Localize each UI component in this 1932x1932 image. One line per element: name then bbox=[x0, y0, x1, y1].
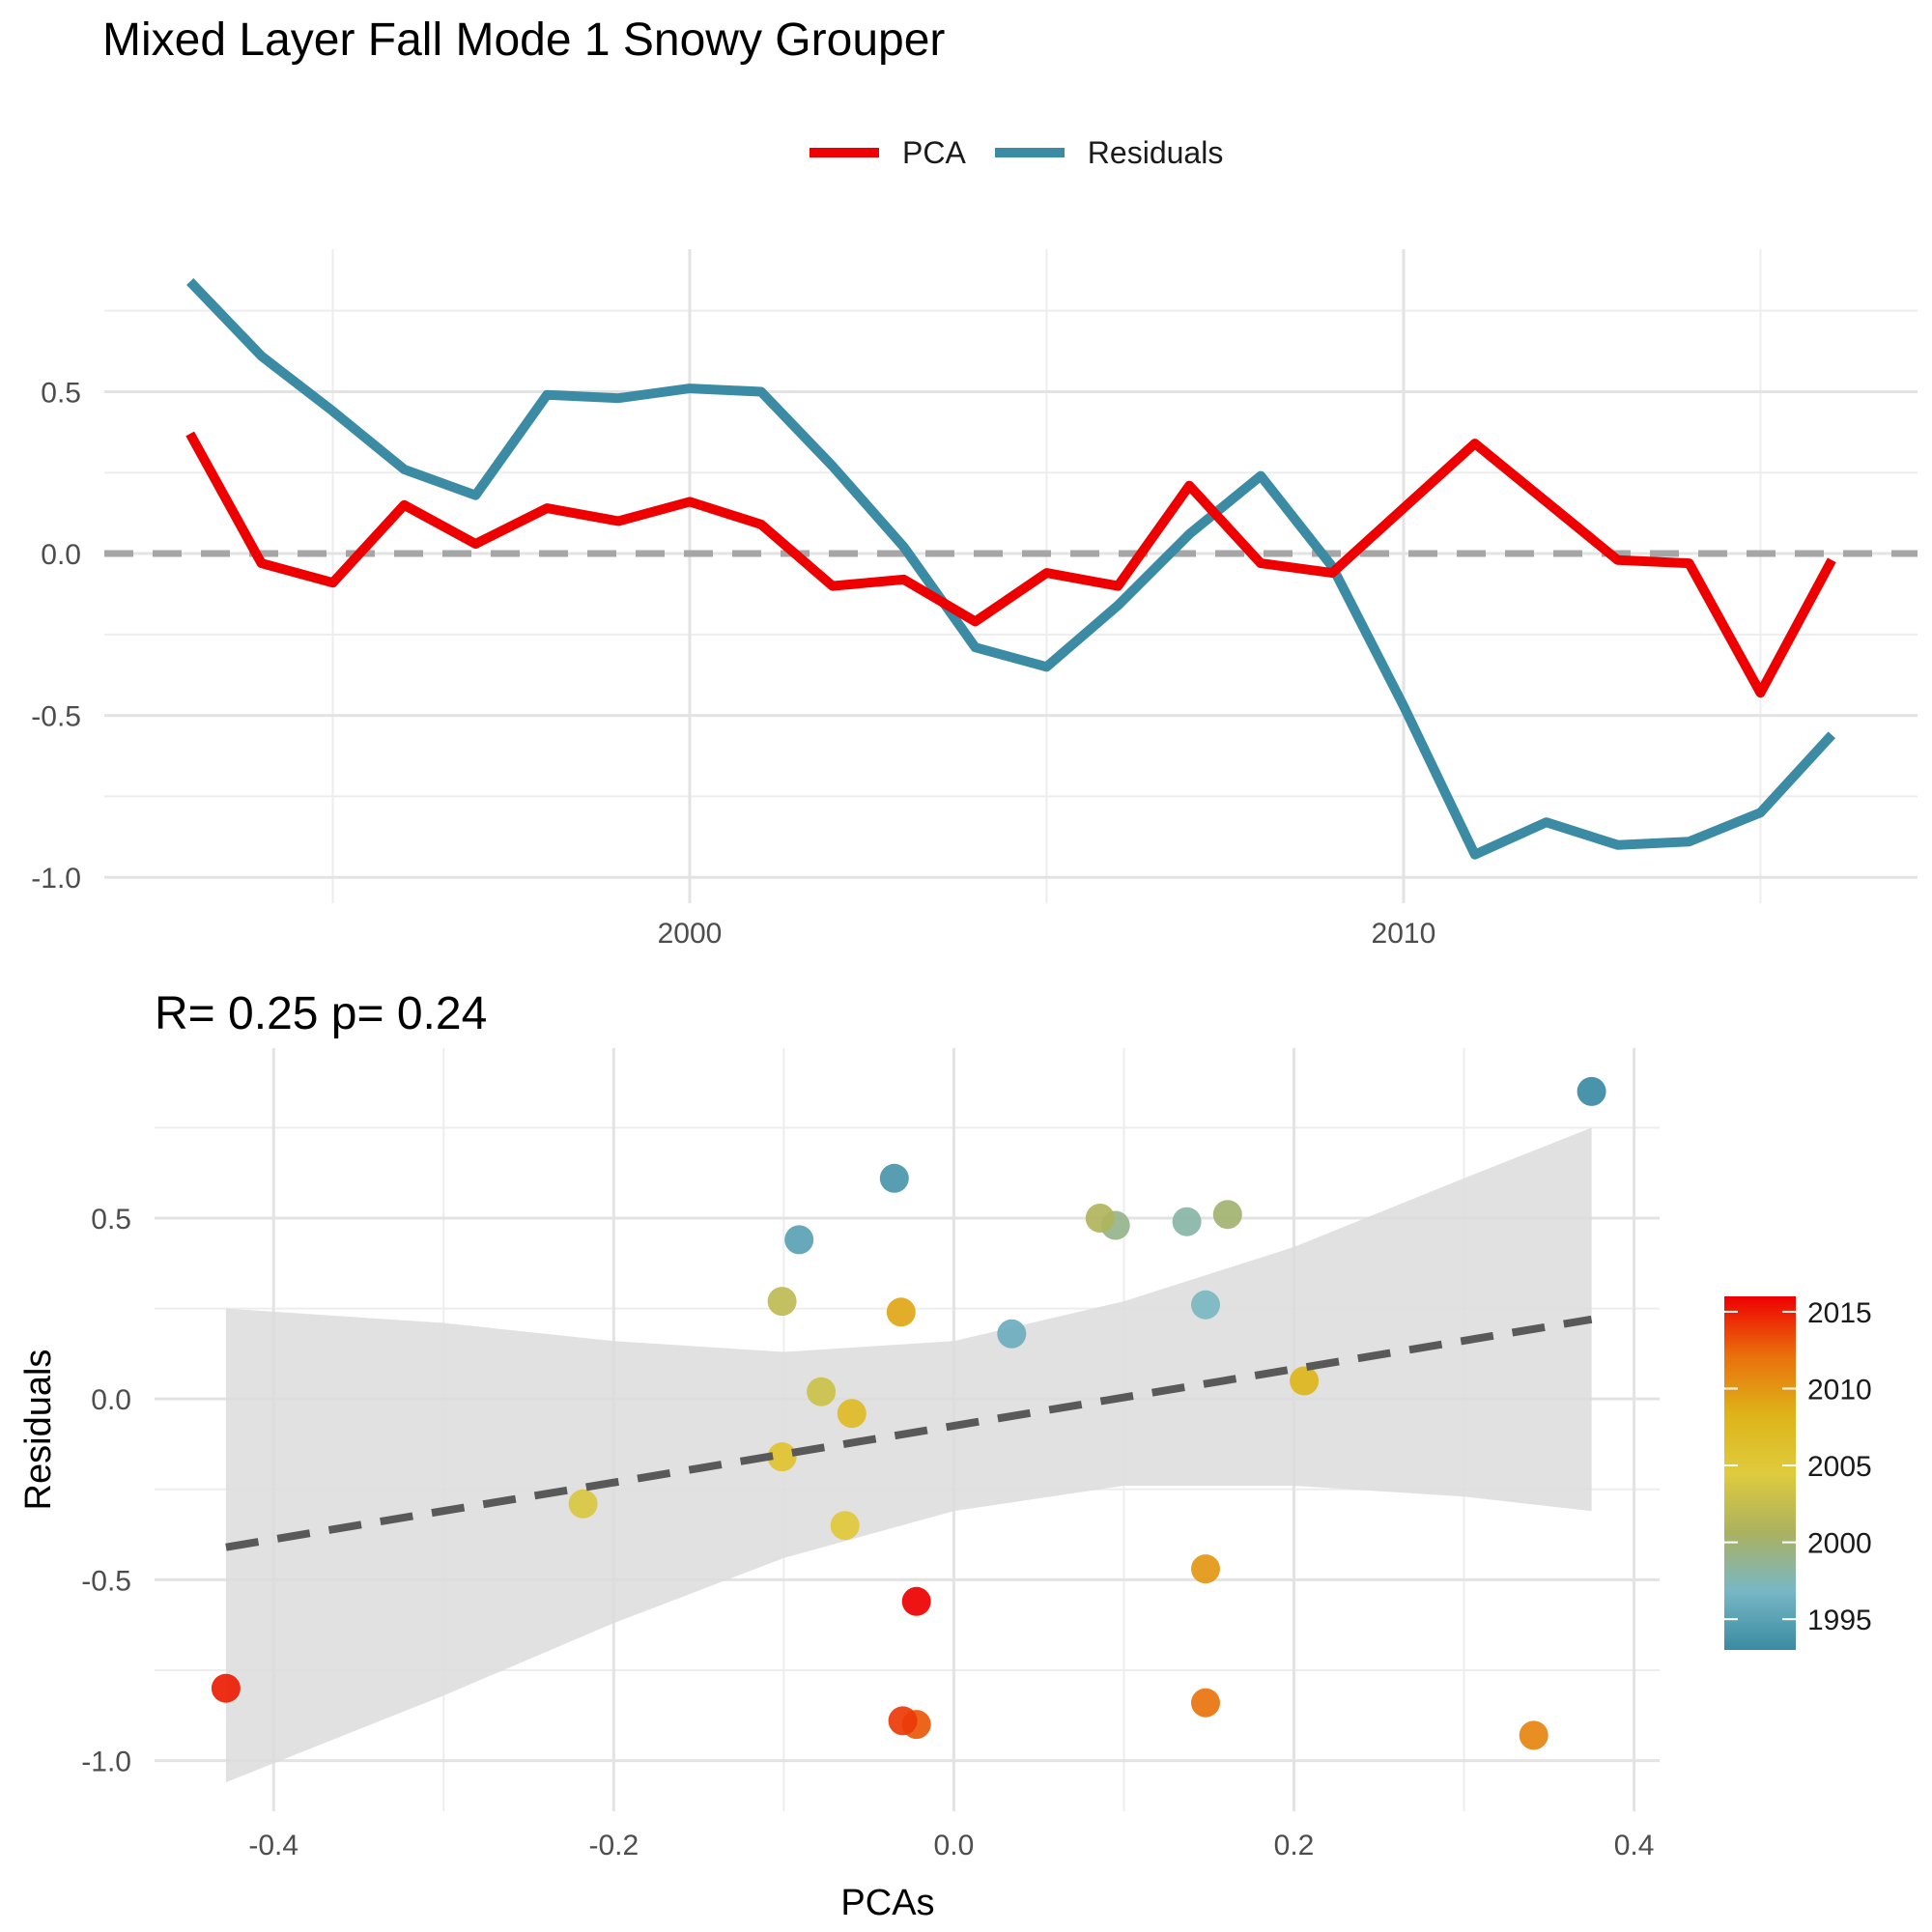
colorbar-tick-label: 2010 bbox=[1807, 1374, 1872, 1406]
y-tick-label: 0.0 bbox=[41, 539, 81, 571]
scatter-point-1996 bbox=[997, 1319, 1027, 1349]
colorbar-tick-label: 2005 bbox=[1807, 1451, 1872, 1483]
series-line-pca bbox=[185, 431, 1836, 698]
year-colorbar: 2015 2010 2005 2000 1995 bbox=[1724, 1296, 1872, 1650]
y-tick-label: 0.5 bbox=[91, 1204, 131, 1236]
scatter-point-2009 bbox=[886, 1297, 916, 1327]
scatter-point-1994 bbox=[879, 1163, 909, 1193]
legend-item-residuals: Residuals bbox=[994, 134, 1224, 171]
scatter-stats-title: R= 0.25 p= 0.24 bbox=[155, 988, 488, 1039]
y-tick-label: -0.5 bbox=[31, 701, 81, 733]
x-tick-label: 0.4 bbox=[1614, 1830, 1655, 1861]
x-tick-label: 0.0 bbox=[934, 1830, 975, 1861]
scatter-point-1998 bbox=[1172, 1207, 1202, 1236]
x-tick-label: -0.4 bbox=[248, 1830, 298, 1861]
scatter-point-2000 bbox=[1212, 1200, 1242, 1230]
scatter-point-2001 bbox=[1085, 1204, 1115, 1233]
legend: PCA Residuals bbox=[810, 131, 1252, 174]
legend-label-pca: PCA bbox=[902, 134, 966, 170]
y-axis-title: Residuals bbox=[18, 1350, 59, 1511]
y-tick-label: -0.5 bbox=[81, 1565, 131, 1597]
scatter-point-2007 bbox=[837, 1399, 867, 1429]
scatter-point-2014 bbox=[888, 1706, 918, 1736]
scatter-point-2008 bbox=[1290, 1366, 1320, 1396]
time-series-chart: -1.0 -0.5 0.0 0.5 2000 2010 bbox=[31, 249, 1918, 950]
confidence-band bbox=[225, 1127, 1592, 1782]
y-tick-label: 0.5 bbox=[41, 377, 81, 409]
scatter-point-2004 bbox=[568, 1489, 598, 1519]
scatter-point-2005 bbox=[830, 1511, 860, 1541]
scatter-point-1995 bbox=[784, 1225, 814, 1255]
legend-label-residuals: Residuals bbox=[1087, 134, 1224, 170]
scatter-point-2016 bbox=[901, 1586, 931, 1616]
legend-item-pca: PCA bbox=[810, 135, 966, 171]
x-tick-label: 0.2 bbox=[1274, 1830, 1315, 1861]
scatter-point-2003 bbox=[807, 1377, 837, 1406]
colorbar-gradient bbox=[1724, 1296, 1796, 1650]
scatter-point-2015 bbox=[211, 1673, 241, 1703]
y-tick-label: 0.0 bbox=[91, 1384, 131, 1416]
colorbar-tick-label: 2015 bbox=[1807, 1297, 1872, 1329]
colorbar-tick-label: 1995 bbox=[1807, 1605, 1872, 1636]
scatter-point-2002 bbox=[767, 1287, 797, 1317]
x-tick-label: -0.2 bbox=[588, 1830, 639, 1861]
scatter-point-1993 bbox=[1577, 1076, 1606, 1106]
scatter-point-2012 bbox=[1191, 1688, 1220, 1718]
x-axis-title: PCAs bbox=[840, 1883, 934, 1923]
scatter-point-2010 bbox=[1191, 1554, 1220, 1584]
x-tick-label: 2000 bbox=[658, 918, 723, 950]
legend-swatch-pca bbox=[810, 148, 879, 157]
y-tick-label: -1.0 bbox=[81, 1747, 131, 1778]
scatter-point-2011 bbox=[1519, 1720, 1548, 1750]
x-tick-label: 2010 bbox=[1372, 918, 1436, 950]
legend-swatch-residuals bbox=[994, 148, 1065, 157]
regression-line bbox=[225, 1315, 1593, 1551]
page-title: Mixed Layer Fall Mode 1 Snowy Grouper bbox=[102, 14, 946, 66]
y-tick-label: -1.0 bbox=[31, 863, 81, 895]
scatter-point-1997 bbox=[1191, 1290, 1220, 1320]
scatter-chart: -1.0 -0.5 0.0 0.5 -0.4 -0.2 0.0 0.2 0.4 PCAs Resid… bbox=[18, 1048, 1660, 1923]
series-line-residuals bbox=[186, 278, 1835, 860]
colorbar-tick-label: 2000 bbox=[1807, 1528, 1872, 1560]
scatter-point-2006 bbox=[767, 1442, 797, 1472]
